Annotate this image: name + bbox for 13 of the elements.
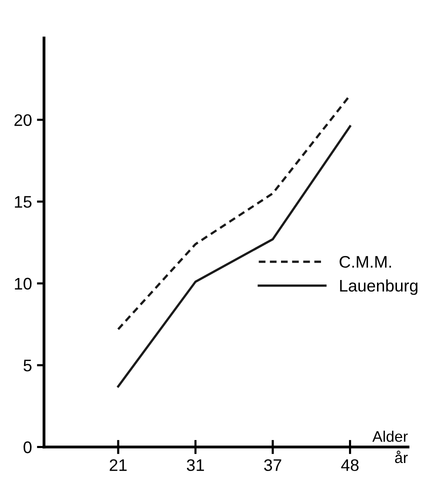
legend-label: Lauenburg (340, 279, 418, 295)
text: år (395, 450, 408, 464)
x-tick-label: 37 (264, 459, 282, 472)
y-tick-label: 15 (14, 196, 32, 208)
legend-label: C.M.M. (340, 256, 391, 268)
y-tick-label: 10 (14, 278, 32, 290)
x-axis-title: Alder (372, 430, 408, 442)
x-tick-label: 21 (110, 459, 127, 471)
x-tick-label: 31 (186, 459, 204, 472)
x-tick-label: 48 (341, 459, 359, 472)
y-tick-label: 20 (14, 114, 32, 126)
y-tick-label: 5 (24, 360, 32, 372)
y-tick-label: 0 (24, 441, 32, 454)
